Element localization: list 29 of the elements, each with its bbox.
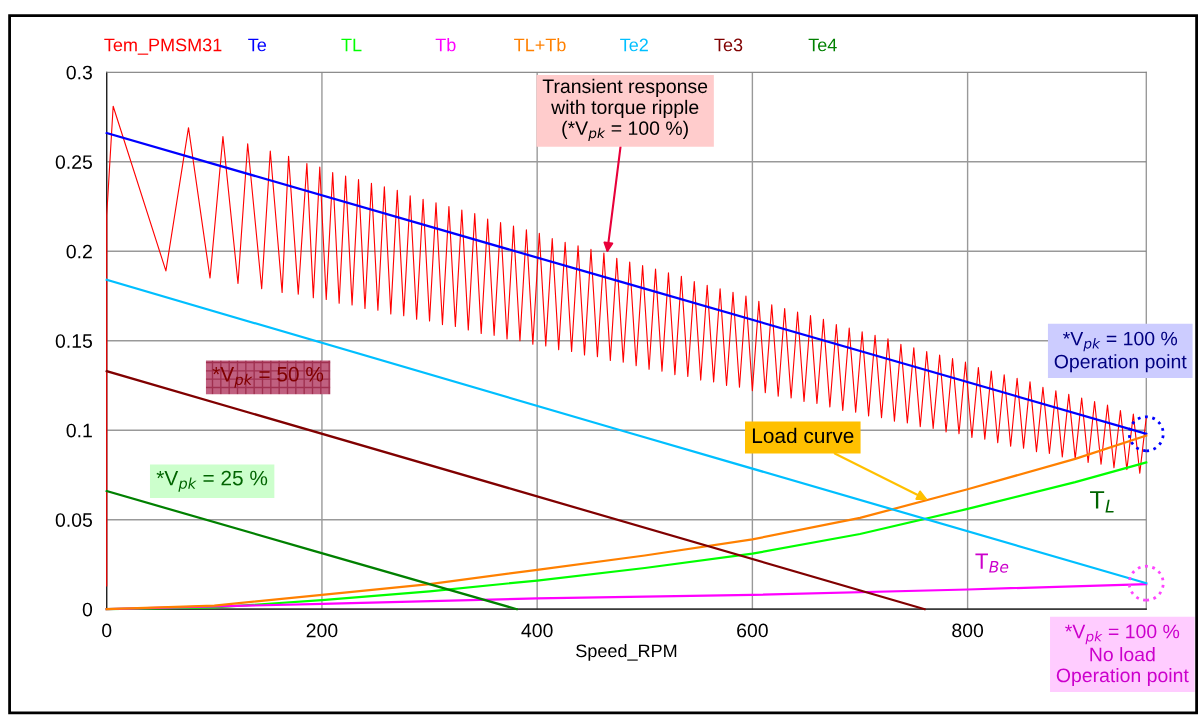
- text: Te: [248, 38, 267, 52]
- annotation: *V$_{pk}$ = 25 %: [156, 470, 268, 492]
- text: Te4: [808, 38, 837, 52]
- x-tick-label: 400: [521, 623, 553, 638]
- annotation: *V$_{pk}$ = 50 %: [212, 366, 324, 388]
- y-tick-label: 0: [82, 602, 93, 617]
- annotation: Transient response with torque ripple (*V$_{pk}$ = 100 %): [542, 78, 708, 141]
- annotation: T$_{L}$: [1090, 491, 1114, 513]
- text: TL+Tb: [514, 38, 566, 52]
- y-tick-label: 0.2: [66, 244, 92, 259]
- text: Tem_PMSM31: [104, 38, 222, 55]
- text: Tb: [435, 38, 456, 52]
- text: *V$_{pk}$ = 100 % No load Operation point: [1056, 624, 1189, 687]
- annotation: Load curve: [752, 427, 854, 444]
- text: Te3: [714, 38, 743, 52]
- x-tick-label: 800: [952, 623, 984, 638]
- x-tick-label: 600: [737, 623, 768, 638]
- y-tick-label: 0.3: [66, 65, 92, 80]
- x-tick-label: 200: [306, 623, 338, 638]
- x-tick-label: 0: [102, 623, 112, 638]
- x-axis-title: Speed_RPM: [576, 643, 677, 661]
- annotation: T$_{Be}$: [975, 553, 1009, 573]
- text: TL: [341, 38, 362, 52]
- text: Te2: [620, 38, 648, 52]
- y-tick-label: 0.1: [66, 423, 92, 438]
- y-tick-label: 0.25: [55, 155, 93, 169]
- annotation: *V$_{pk}$ = 100 % Operation point: [1054, 331, 1187, 373]
- y-tick-label: 0.15: [55, 334, 93, 348]
- y-tick-label: 0.05: [55, 513, 93, 527]
